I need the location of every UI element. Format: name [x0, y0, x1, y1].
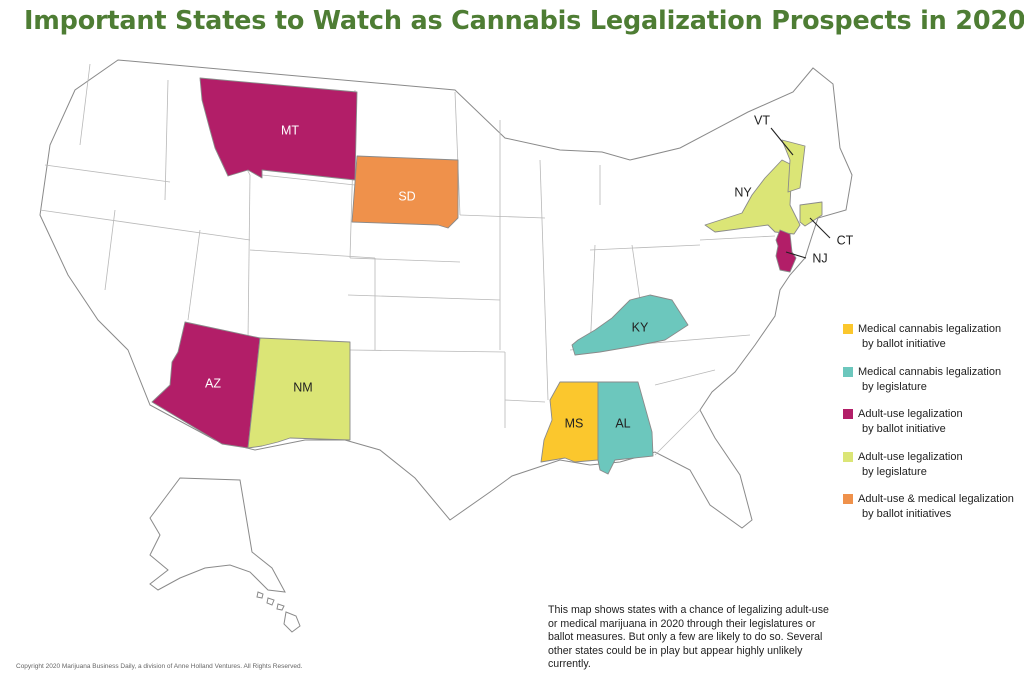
legend-swatch	[843, 324, 853, 334]
us-outline	[39, 59, 853, 529]
state-SD	[351, 155, 459, 229]
label-KY: KY	[632, 320, 649, 334]
legend-sublabel: by ballot initiative	[862, 423, 946, 435]
map-note: This map shows states with a chance of l…	[548, 604, 829, 670]
state-AL	[597, 381, 654, 475]
ct-leader	[809, 217, 831, 239]
label-NY: NY	[734, 185, 752, 199]
legend-label: Adult-use legalization	[858, 408, 963, 420]
legend-label: Adult-use legalization	[858, 450, 963, 463]
state-MT	[199, 77, 358, 181]
label-NM: NM	[293, 380, 312, 394]
label-NJ: NJ	[812, 251, 827, 265]
nj-leader	[785, 251, 807, 259]
legend-label: Medical cannabis legalization	[858, 323, 1002, 335]
alaska-outline	[149, 477, 286, 593]
label-AL: AL	[615, 416, 630, 430]
state-VT	[781, 139, 806, 193]
legend-label: Adult-use & medical legalization	[858, 493, 1014, 505]
highlighted-states	[151, 77, 823, 475]
legend-sublabel: by legislature	[862, 380, 927, 393]
state-NY	[704, 159, 801, 235]
legend-item-medical-legislature: Medical cannabis legalization by legisla…	[843, 365, 1019, 408]
legend-label: Medical cannabis legalization	[858, 365, 1002, 378]
state-NJ	[775, 229, 797, 273]
label-MT: MT	[281, 123, 299, 137]
legend-item-adult-ballot: Adult-use legalization by ballot initiat…	[843, 407, 1019, 450]
vt-leader	[770, 127, 794, 156]
hawaii-islands	[256, 591, 301, 633]
legend-swatch	[843, 494, 853, 504]
label-SD: SD	[398, 189, 415, 203]
legend-swatch	[843, 409, 853, 419]
legend-sublabel: by ballot initiatives	[862, 508, 952, 520]
label-VT: VT	[754, 113, 770, 127]
state-NM	[247, 337, 351, 449]
legend-sublabel: by ballot initiative	[862, 338, 946, 350]
legend: Medical cannabis legalization by ballot …	[843, 322, 1019, 535]
legend-swatch	[843, 366, 853, 377]
state-CT	[799, 201, 823, 227]
legend-item-adult-medical-ballot: Adult-use & medical legalization by ball…	[843, 492, 1019, 535]
copyright-notice: Copyright 2020 Marijuana Business Daily,…	[16, 663, 303, 670]
label-MS: MS	[565, 416, 584, 430]
state-KY	[571, 294, 689, 356]
label-CT: CT	[837, 233, 854, 247]
legend-item-medical-ballot: Medical cannabis legalization by ballot …	[843, 322, 1019, 365]
map-title: Important States to Watch as Cannabis Le…	[24, 6, 1024, 36]
label-AZ: AZ	[205, 376, 221, 390]
legend-swatch	[843, 451, 853, 462]
legend-item-adult-legislature: Adult-use legalization by legislature	[843, 450, 1019, 493]
legend-sublabel: by legislature	[862, 465, 927, 478]
